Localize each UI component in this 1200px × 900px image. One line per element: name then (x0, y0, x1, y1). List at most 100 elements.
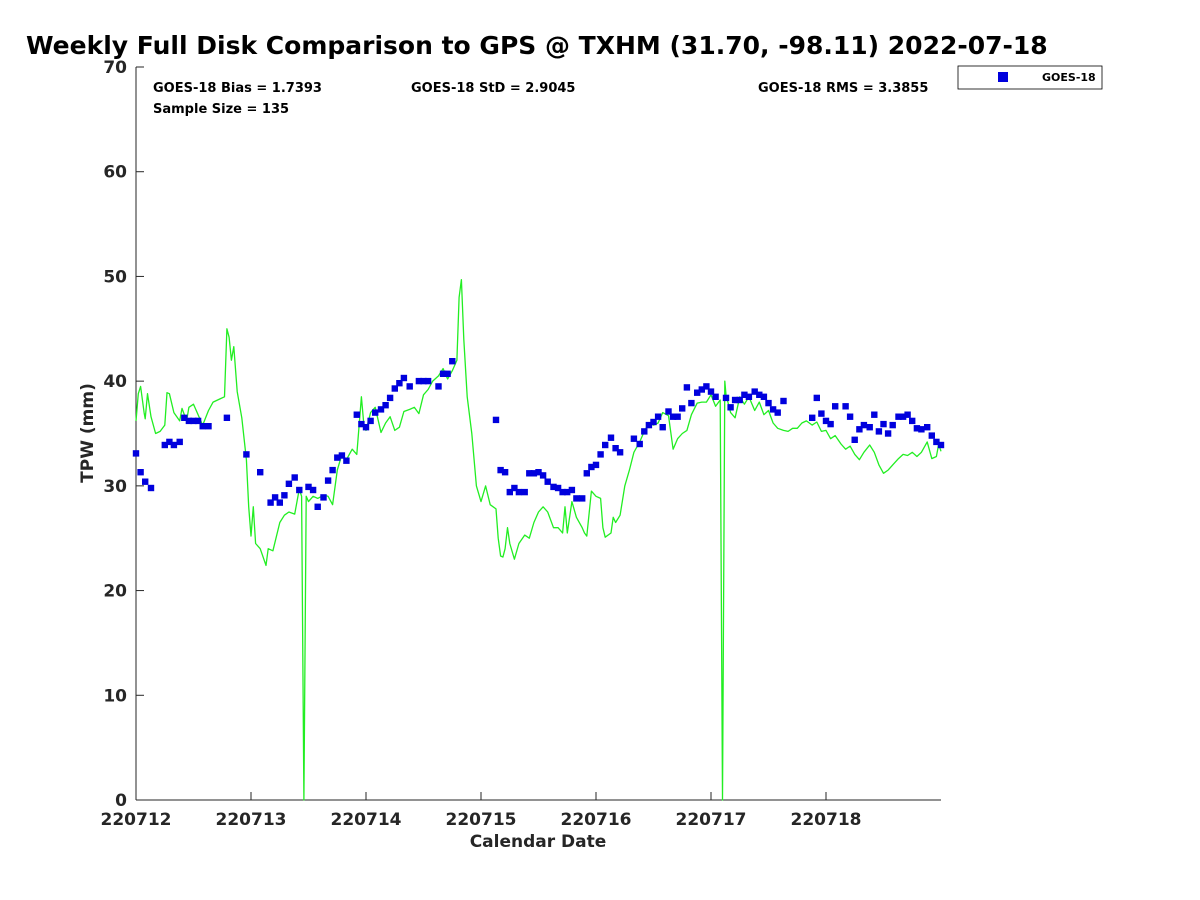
goes18-point (856, 426, 863, 433)
goes18-point (851, 436, 858, 443)
goes18-point (694, 389, 701, 396)
plot-frame (135, 67, 941, 801)
goes18-point (526, 470, 533, 477)
goes18-point (928, 432, 935, 439)
goes18-point (579, 495, 586, 502)
goes18-point (435, 383, 442, 390)
y-tick-label: 70 (103, 58, 127, 78)
goes18-point (506, 488, 513, 496)
sample-size-stat: Sample Size = 135 (153, 102, 289, 117)
x-tick-label: 220718 (791, 810, 862, 830)
goes18-point (588, 463, 595, 471)
goes18-point (285, 480, 293, 487)
goes18-point (568, 486, 576, 494)
goes18-point (573, 495, 580, 502)
goes18-point (305, 483, 312, 491)
goes18-point (161, 441, 168, 449)
goes18-point (386, 394, 394, 402)
y-tick-label: 40 (103, 372, 127, 392)
goes18-point (181, 414, 188, 421)
goes18-point (895, 413, 902, 420)
goes18-point (583, 470, 590, 477)
goes18-point (276, 499, 283, 506)
goes18-point (511, 484, 518, 492)
goes18-point (391, 385, 398, 392)
goes18-point (602, 441, 609, 449)
goes18-point (866, 424, 873, 431)
goes18-point (722, 394, 730, 402)
goes18-point (741, 391, 748, 398)
goes18-point (554, 484, 562, 492)
goes18-point (630, 435, 638, 442)
goes18-point (396, 380, 403, 387)
goes18-point (324, 477, 332, 484)
goes18-point (492, 416, 500, 424)
goes18-point (550, 483, 557, 491)
goes18-point (515, 488, 523, 496)
goes18-point (918, 426, 925, 433)
goes18-point (424, 377, 432, 385)
legend-box (957, 65, 1103, 90)
x-tick-label: 220712 (101, 810, 172, 830)
goes18-point (650, 418, 657, 426)
goes18-point (688, 399, 695, 407)
goes18-point (497, 466, 504, 474)
goes18-point (544, 478, 551, 485)
goes18-point (679, 405, 686, 412)
goes18-point (406, 383, 413, 390)
goes18-point (449, 358, 456, 365)
goes18-point (875, 428, 883, 435)
goes18-point (444, 370, 451, 377)
goes18-point (420, 377, 427, 385)
goes18-point (564, 488, 571, 496)
goes18-point (880, 420, 887, 428)
goes18-point (937, 441, 945, 449)
goes18-point (832, 403, 839, 410)
goes18-point (669, 413, 677, 420)
goes18-point (842, 403, 849, 410)
goes18-point (698, 386, 705, 393)
y-tick-label: 0 (115, 791, 127, 811)
goes18-point (909, 417, 916, 425)
goes18-point (592, 461, 600, 469)
y-tick-label: 10 (103, 686, 127, 706)
goes18-point (372, 409, 379, 416)
y-tick-label: 60 (103, 163, 127, 183)
goes18-point (147, 484, 155, 492)
chart-title: Weekly Full Disk Comparison to GPS @ TXH… (26, 31, 1048, 60)
goes18-point (727, 404, 734, 411)
y-tick-label: 20 (103, 582, 127, 602)
goes18-point (765, 399, 772, 407)
goes18-point (899, 413, 907, 420)
goes18-point (185, 417, 193, 425)
goes18-point (813, 394, 820, 402)
goes18-point (818, 410, 825, 417)
goes18-point (674, 413, 681, 420)
goes18-point (132, 450, 140, 457)
goes18-point (358, 420, 365, 428)
goes18-point (367, 417, 374, 425)
std-stat: GOES-18 StD = 2.9045 (411, 81, 575, 96)
gps-line-series (135, 278, 942, 801)
x-axis-label: Calendar Date (470, 832, 607, 852)
goes18-point (846, 413, 854, 420)
goes18-point (243, 451, 250, 458)
goes18-point (314, 503, 321, 510)
goes18-point (665, 408, 672, 415)
goes18-point (271, 494, 279, 501)
goes18-point (353, 411, 360, 418)
goes18-point (707, 388, 715, 395)
goes18-point (731, 396, 739, 404)
goes18-point (176, 438, 183, 446)
goes18-point (616, 449, 624, 456)
goes18-point (703, 383, 710, 390)
goes18-point (521, 488, 528, 496)
goes18-point (860, 421, 868, 429)
goes18-scatter-series (132, 358, 945, 510)
goes18-point (137, 469, 144, 476)
goes18-point (190, 417, 197, 425)
goes18-point (924, 424, 931, 431)
y-axis: 0 10 20 30 40 50 60 70 (103, 58, 144, 811)
goes18-point (501, 469, 509, 476)
x-tick-label: 220713 (216, 810, 287, 830)
